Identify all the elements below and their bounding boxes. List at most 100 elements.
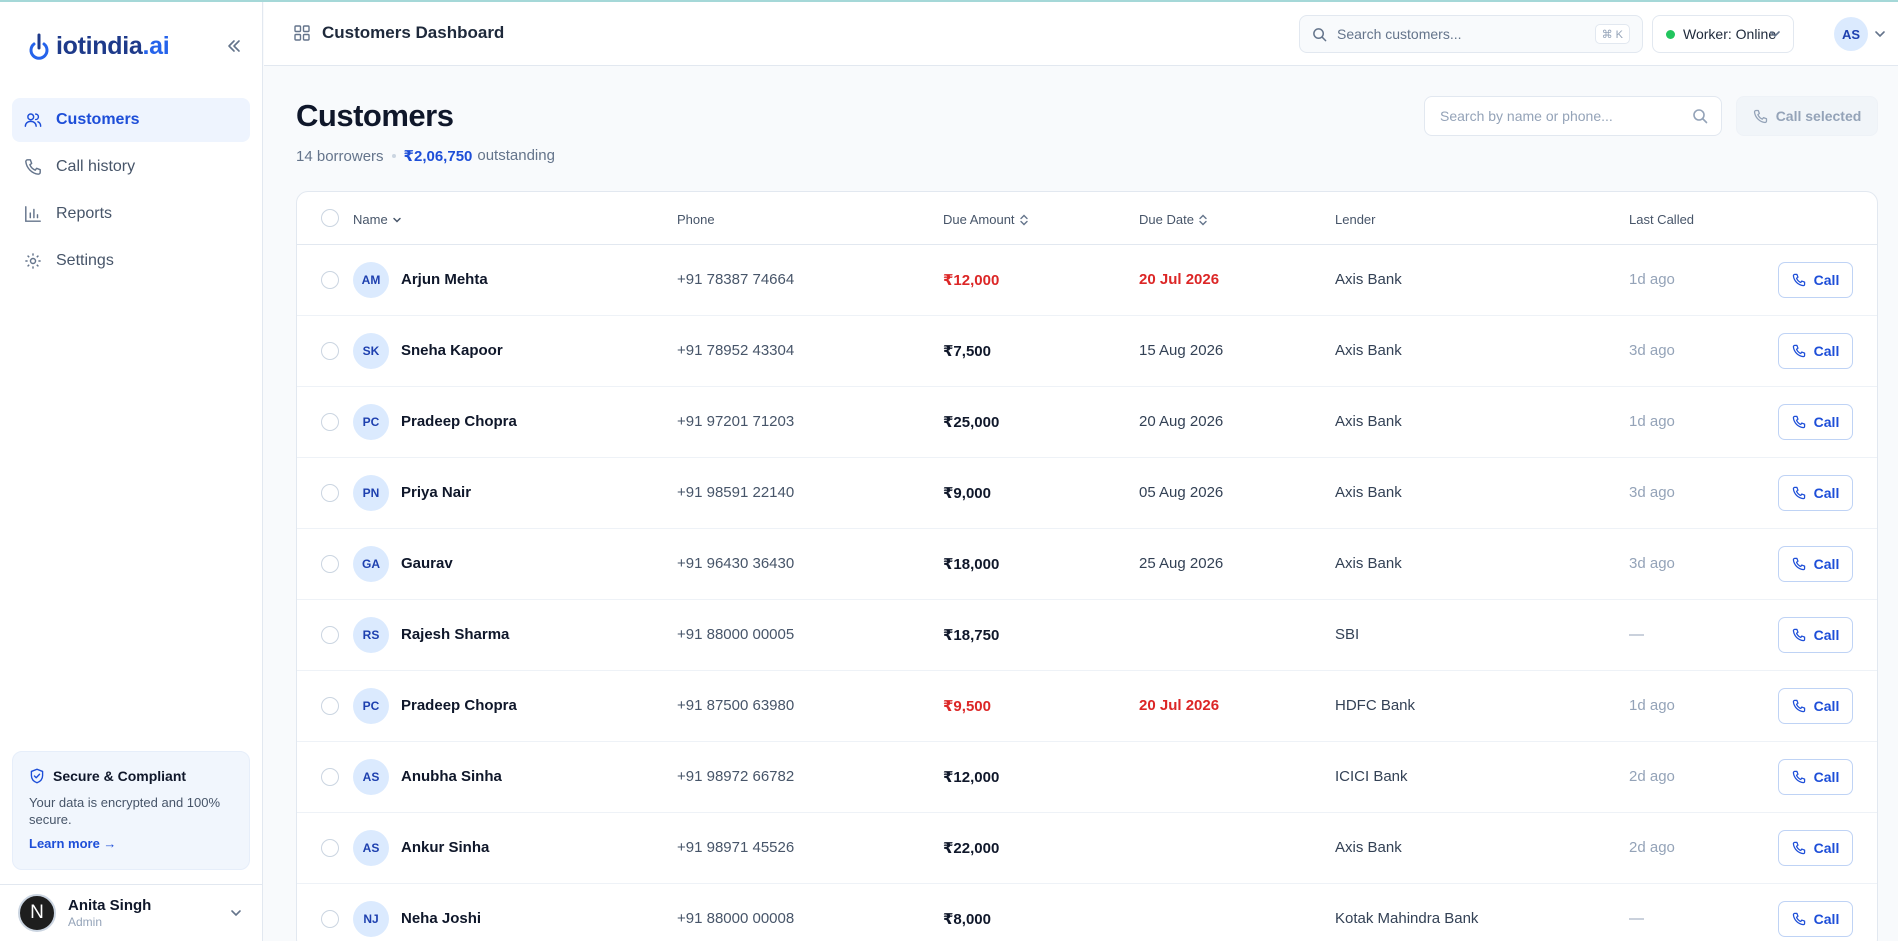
user-role: Admin [68,915,103,929]
customer-name[interactable]: Neha Joshi [401,910,482,927]
call-button[interactable]: Call [1778,759,1853,795]
user-meta: Anita Singh Admin [68,897,151,929]
sidebar-item-reports[interactable]: Reports [12,192,250,236]
customer-name[interactable]: Anubha Sinha [401,768,502,785]
customer-name[interactable]: Gaurav [401,555,453,572]
due-amount: ₹18,750 [943,627,1000,644]
global-search[interactable]: ⌘ K [1299,15,1643,53]
sidebar: iotindia.ai Customers Call history Repor… [0,2,263,941]
search-input[interactable] [1337,26,1577,42]
collapse-sidebar-icon[interactable] [224,36,244,56]
sidebar-item-label: Customers [56,111,140,128]
due-amount: ₹25,000 [943,414,1000,431]
customer-name[interactable]: Priya Nair [401,484,472,501]
call-button[interactable]: Call [1778,262,1853,298]
table-row[interactable]: PN Priya Nair +91 98591 22140 ₹9,000 05 Aug … [297,458,1877,529]
call-button[interactable]: Call [1778,546,1853,582]
customer-name[interactable]: Ankur Sinha [401,839,490,856]
chevron-down-icon [1770,31,1780,38]
avatar: AS [353,830,389,866]
brand-logo[interactable]: iotindia.ai [28,32,170,61]
lender: Kotak Mahindra Bank [1335,910,1479,927]
chevron-down-icon[interactable] [1874,28,1886,40]
call-button[interactable]: Call [1778,688,1853,724]
customer-phone: +91 78952 43304 [677,342,795,359]
sidebar-item-customers[interactable]: Customers [12,98,250,142]
header-due-amount[interactable]: Due Amount [943,212,1029,227]
phone-icon [1792,841,1805,855]
learn-more-link[interactable]: Learn more → [29,836,117,851]
sidebar-item-settings[interactable]: Settings [12,239,250,283]
table-row[interactable]: NJ Neha Joshi +91 88000 00008 ₹8,000 Kotak M… [297,884,1877,941]
row-checkbox[interactable] [321,484,339,502]
call-button[interactable]: Call [1778,475,1853,511]
row-checkbox[interactable] [321,697,339,715]
call-button[interactable]: Call [1778,901,1853,937]
customer-phone: +91 97201 71203 [677,413,795,430]
call-button[interactable]: Call [1778,404,1853,440]
header-due-date[interactable]: Due Date [1139,212,1208,227]
avatar: GA [353,546,389,582]
row-checkbox[interactable] [321,839,339,857]
page-title: Customers [296,98,454,133]
call-selected-button[interactable]: Call selected [1736,96,1878,136]
due-date: 20 Aug 2026 [1139,413,1224,430]
row-checkbox[interactable] [321,413,339,431]
phone-icon [1792,628,1805,642]
select-all-checkbox[interactable] [321,209,339,227]
customer-search-input[interactable] [1440,108,1680,124]
customer-search[interactable] [1424,96,1722,136]
lender: Axis Bank [1335,839,1402,856]
borrower-count: 14 borrowers [296,147,384,165]
users-icon [24,113,42,128]
call-button[interactable]: Call [1778,617,1853,653]
customer-name[interactable]: Rajesh Sharma [401,626,510,643]
call-button[interactable]: Call [1778,830,1853,866]
sidebar-item-label: Reports [56,205,113,222]
outstanding-amount: ₹2,06,750 [403,148,473,165]
avatar[interactable]: AS [1834,17,1868,51]
row-checkbox[interactable] [321,768,339,786]
row-checkbox[interactable] [321,910,339,928]
row-checkbox[interactable] [321,626,339,644]
customer-name[interactable]: Pradeep Chopra [401,697,517,714]
grid-icon [294,25,310,41]
row-checkbox[interactable] [321,271,339,289]
table-row[interactable]: SK Sneha Kapoor +91 78952 43304 ₹7,500 15 Au… [297,316,1877,387]
worker-status-dropdown[interactable]: Worker: Online [1652,15,1794,53]
customer-name[interactable]: Pradeep Chopra [401,413,517,430]
table-row[interactable]: PC Pradeep Chopra +91 87500 63980 ₹9,500 20 … [297,671,1877,742]
table-row[interactable]: PC Pradeep Chopra +91 97201 71203 ₹25,000 20… [297,387,1877,458]
table-row[interactable]: AM Arjun Mehta +91 78387 74664 ₹12,000 20 Ju… [297,245,1877,316]
avatar: AS [353,759,389,795]
header-name[interactable]: Name [353,212,402,227]
row-checkbox[interactable] [321,342,339,360]
avatar: RS [353,617,389,653]
search-icon [1693,109,1708,124]
table-body: AM Arjun Mehta +91 78387 74664 ₹12,000 20 Ju… [297,245,1877,941]
user-menu[interactable]: N Anita Singh Admin [0,884,263,941]
table-row[interactable]: AS Ankur Sinha +91 98971 45526 ₹22,000 Axis … [297,813,1877,884]
row-checkbox[interactable] [321,555,339,573]
table-row[interactable]: AS Anubha Sinha +91 98972 66782 ₹12,000 ICIC… [297,742,1877,813]
phone-icon [1792,557,1805,571]
page-header: Customers Dashboard [294,23,504,43]
last-called: 1d ago [1629,271,1675,288]
due-date: 20 Jul 2026 [1139,697,1220,714]
table-row[interactable]: GA Gaurav +91 96430 36430 ₹18,000 25 Aug 202… [297,529,1877,600]
customer-name[interactable]: Sneha Kapoor [401,342,503,359]
sidebar-item-label: Call history [56,158,136,175]
due-amount: ₹12,000 [943,769,1000,786]
call-button[interactable]: Call [1778,333,1853,369]
sidebar-item-call-history[interactable]: Call history [12,145,250,189]
customer-name[interactable]: Arjun Mehta [401,271,488,288]
table-row[interactable]: RS Rajesh Sharma +91 88000 00005 ₹18,750 SBI… [297,600,1877,671]
status-dot [1666,29,1675,39]
last-called: 3d ago [1629,555,1675,572]
due-date: 05 Aug 2026 [1139,484,1224,501]
due-date: 15 Aug 2026 [1139,342,1224,359]
shield-check-icon [30,768,44,784]
lender: Axis Bank [1335,555,1402,572]
worker-status-label: Worker: Online [1683,26,1777,42]
last-called: 2d ago [1629,839,1675,856]
